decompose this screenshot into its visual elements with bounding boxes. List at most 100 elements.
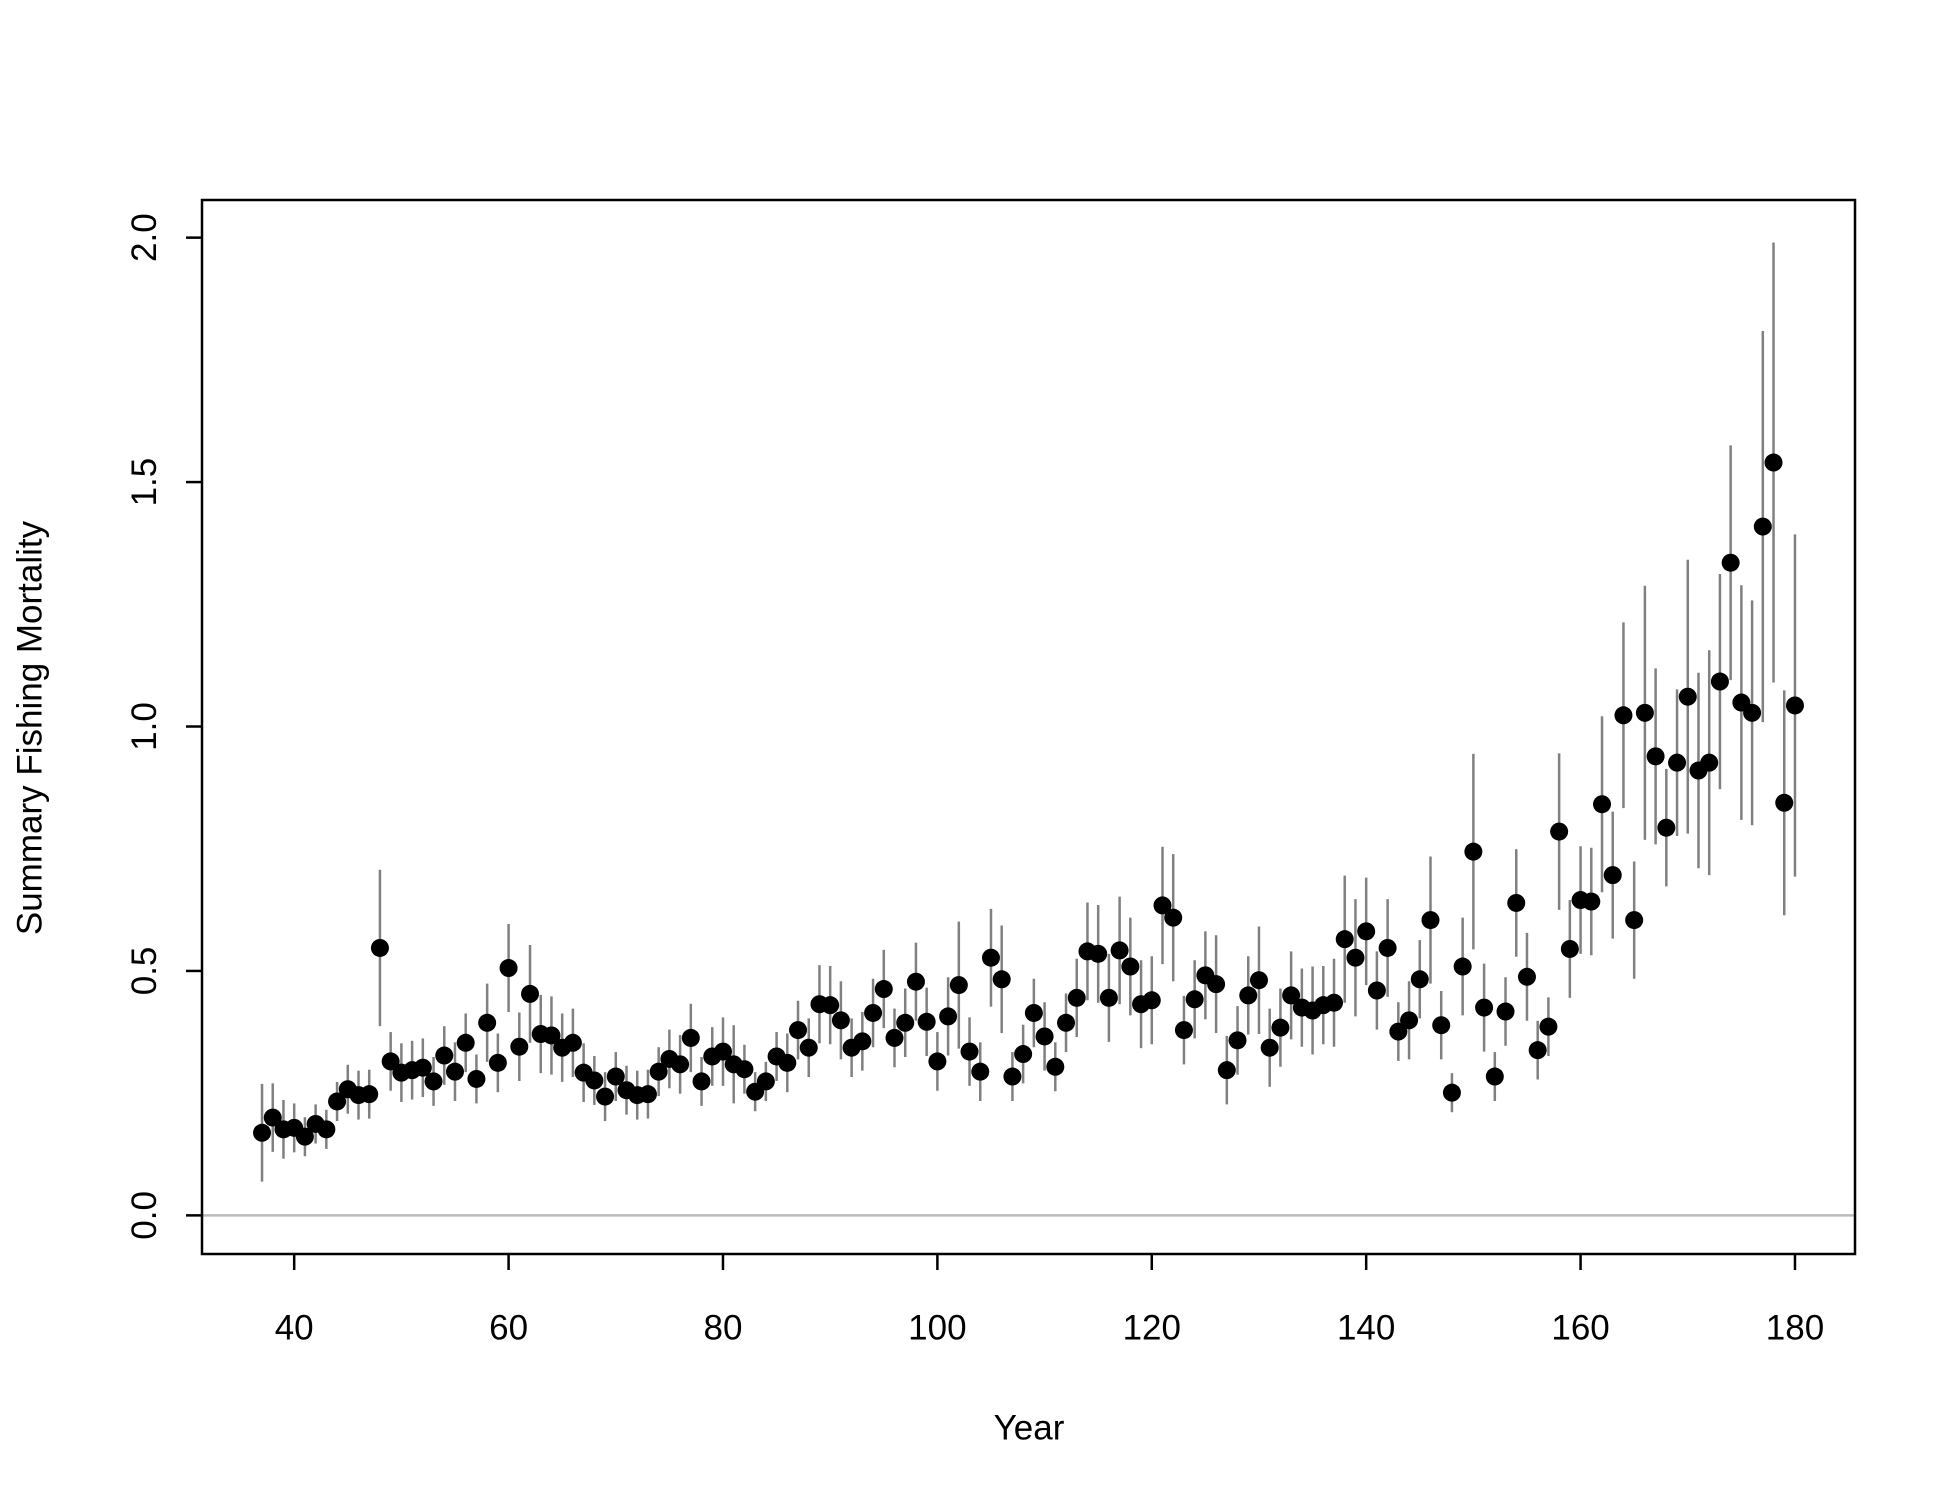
point: [1560, 939, 1579, 958]
point: [1153, 896, 1172, 915]
point: [1550, 822, 1569, 841]
x-tick-label: 140: [1337, 1308, 1395, 1347]
point: [638, 1085, 657, 1104]
point: [1700, 753, 1719, 772]
point: [1603, 866, 1622, 885]
point: [1400, 1011, 1419, 1030]
point: [1657, 818, 1676, 837]
point: [542, 1026, 561, 1045]
point: [1089, 944, 1108, 963]
point: [381, 1052, 400, 1071]
point: [445, 1062, 464, 1081]
point: [1357, 922, 1376, 941]
point: [853, 1032, 872, 1051]
point: [1325, 993, 1344, 1012]
point: [1335, 930, 1354, 949]
point: [885, 1028, 904, 1047]
point: [1421, 911, 1440, 930]
point: [478, 1013, 497, 1032]
point: [1207, 975, 1226, 994]
point: [1539, 1017, 1558, 1036]
x-tick-label: 180: [1766, 1308, 1824, 1347]
point: [1121, 957, 1140, 976]
point: [799, 1038, 818, 1057]
point: [1271, 1018, 1290, 1037]
x-tick-label: 100: [908, 1308, 966, 1347]
point: [1260, 1038, 1279, 1057]
point: [521, 984, 540, 1003]
point: [1785, 696, 1804, 715]
point: [1485, 1067, 1504, 1086]
point: [1282, 986, 1301, 1005]
point: [906, 972, 925, 991]
point: [756, 1072, 775, 1091]
point: [1046, 1057, 1065, 1076]
point: [1142, 991, 1161, 1010]
point: [1110, 941, 1129, 960]
y-tick-label: 1.5: [125, 458, 164, 507]
point: [1185, 990, 1204, 1009]
point: [864, 1003, 883, 1022]
point: [971, 1062, 990, 1081]
point: [1635, 703, 1654, 722]
point: [1442, 1083, 1461, 1102]
point: [1743, 703, 1762, 722]
point: [456, 1033, 475, 1052]
point: [831, 1011, 850, 1030]
plot-frame: [200, 198, 1857, 1256]
x-tick-label: 60: [489, 1308, 528, 1347]
point: [488, 1053, 507, 1072]
point: [735, 1060, 754, 1079]
point: [606, 1067, 625, 1086]
point: [778, 1053, 797, 1072]
point: [960, 1042, 979, 1061]
point: [1775, 793, 1794, 812]
y-tick-label: 0.5: [125, 947, 164, 996]
point: [467, 1069, 486, 1088]
point: [295, 1127, 314, 1146]
y-axis-title: Summary Fishing Mortality: [10, 520, 49, 935]
point: [874, 980, 893, 999]
point: [896, 1013, 915, 1032]
point: [370, 938, 389, 957]
point: [928, 1052, 947, 1071]
point: [360, 1085, 379, 1104]
point: [1024, 1003, 1043, 1022]
point: [1593, 795, 1612, 814]
point: [1764, 453, 1783, 472]
point: [585, 1071, 604, 1090]
point: [435, 1046, 454, 1065]
point: [1464, 842, 1483, 861]
point: [596, 1087, 615, 1106]
x-tick-label: 160: [1551, 1308, 1609, 1347]
point: [1346, 948, 1365, 967]
point: [1378, 938, 1397, 957]
y-tick-label: 2.0: [125, 213, 164, 262]
point: [1014, 1045, 1033, 1064]
point: [1475, 998, 1494, 1017]
point: [1678, 687, 1697, 706]
point: [939, 1007, 958, 1026]
point: [1614, 706, 1633, 725]
x-axis-title: Year: [994, 1408, 1065, 1447]
point: [1453, 957, 1472, 976]
point: [1721, 553, 1740, 572]
point: [510, 1037, 529, 1056]
point: [981, 948, 1000, 967]
point: [1410, 970, 1429, 989]
point: [1625, 911, 1644, 930]
point: [949, 976, 968, 995]
x-tick-label: 120: [1123, 1308, 1181, 1347]
point: [413, 1058, 432, 1077]
point: [1646, 747, 1665, 766]
point: [1496, 1002, 1515, 1021]
y-tick-label: 1.0: [125, 702, 164, 751]
point: [1239, 986, 1258, 1005]
point: [649, 1062, 668, 1081]
point: [671, 1055, 690, 1074]
point: [917, 1012, 936, 1031]
point: [1067, 988, 1086, 1007]
point: [1217, 1061, 1236, 1080]
